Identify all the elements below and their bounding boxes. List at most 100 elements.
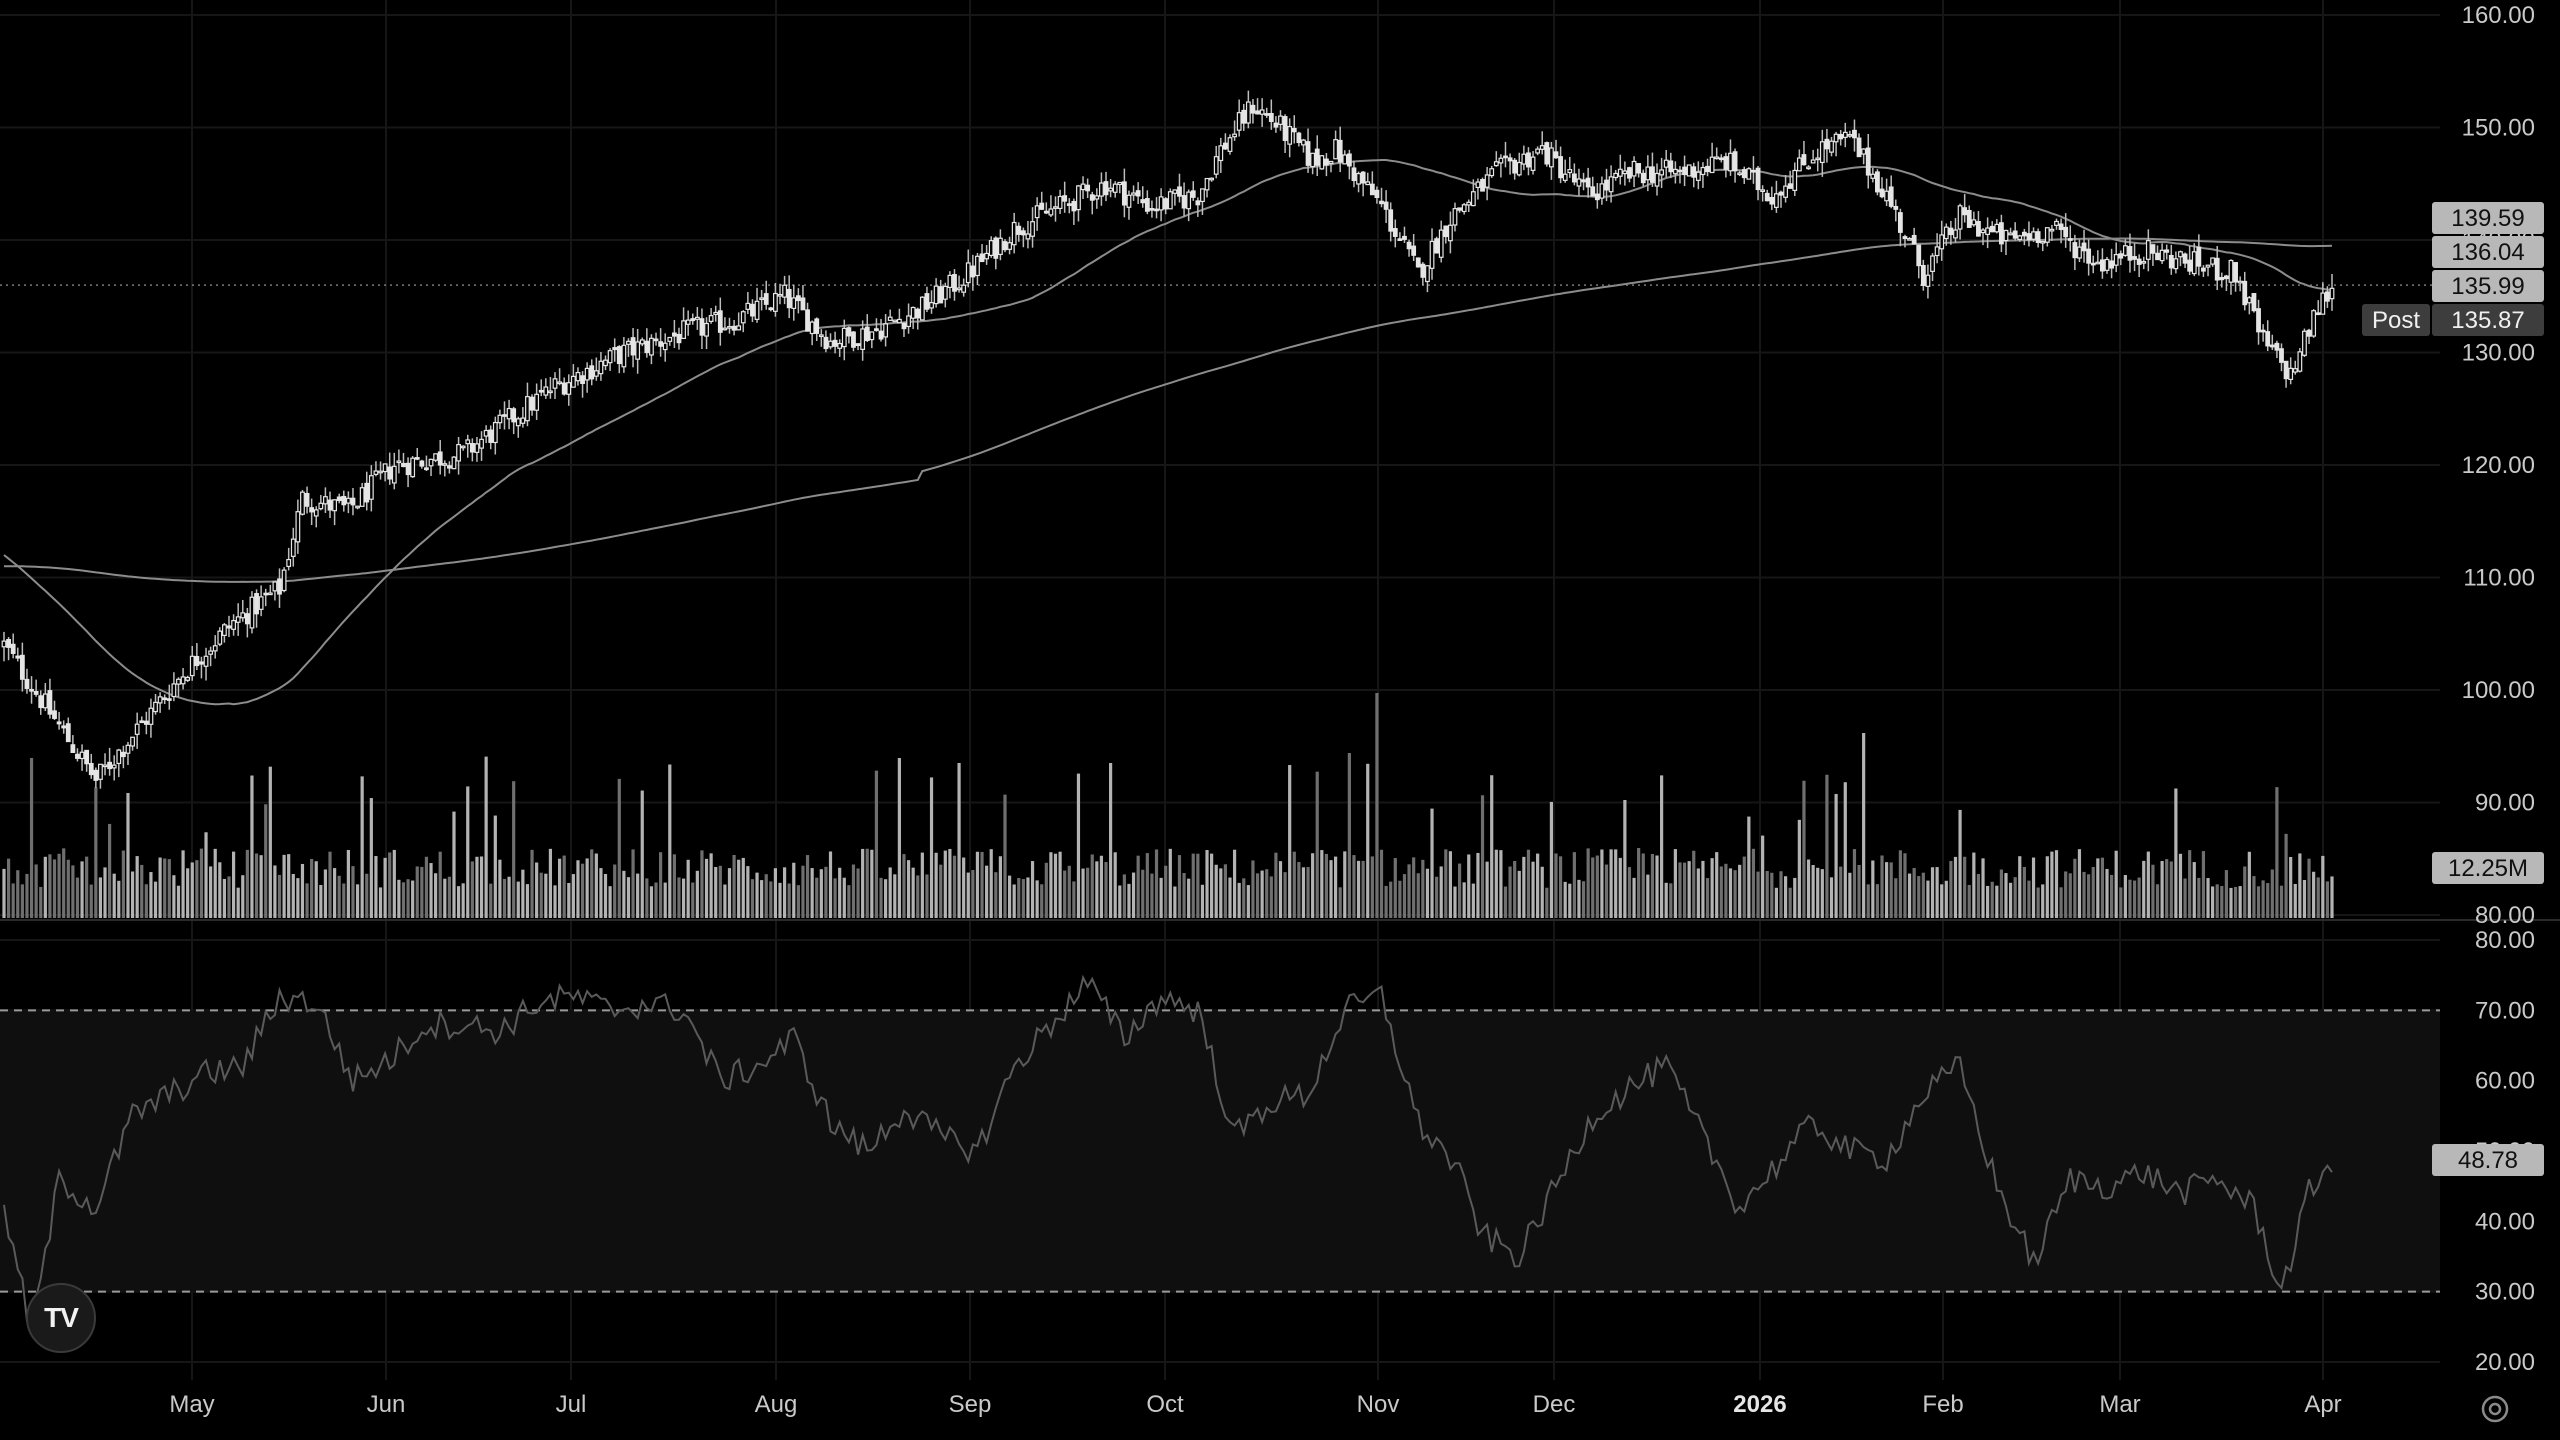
candle [1365,181,1371,186]
volume-bar [2077,849,2082,918]
volume-bar [507,876,511,918]
candle [1989,225,1995,233]
candle [19,654,25,680]
candle [1369,183,1375,196]
candle [405,462,411,476]
candle [1562,173,1568,181]
candle [1925,274,1931,287]
candle [1686,164,1692,177]
candle [1709,156,1715,174]
volume-bar [1021,879,1025,918]
candle [1774,193,1779,208]
volume-bar [2188,850,2192,918]
candle [139,720,145,724]
volume-bar [727,868,732,918]
volume-bar [2013,877,2017,918]
candle [1571,173,1577,183]
volume-bar [167,859,171,918]
volume-bar [787,883,791,918]
price-badge: 135.99 [2432,270,2544,302]
candle [2201,267,2206,272]
candle [2315,312,2321,316]
candle [355,505,360,509]
volume-bar [599,868,603,918]
candle [2063,226,2069,238]
volume-bar [2224,870,2228,918]
candle [887,316,893,321]
post-label-box [2362,304,2430,336]
volume-bar [617,778,621,918]
candle [892,319,898,323]
candle [1829,140,1834,153]
candle [199,661,204,665]
volume-bar [2307,858,2311,918]
candle [1916,244,1922,267]
candle [584,367,590,381]
candle [1604,179,1609,191]
candle [1815,157,1821,161]
volume-bar [1664,882,1668,918]
candle [1480,178,1485,192]
candle [828,340,833,348]
candle [1516,161,1522,176]
candle [1379,200,1384,205]
volume-bar [1545,887,1549,918]
candle [148,707,154,725]
candle [1636,163,1642,174]
volume-bar [429,863,433,918]
candle [1700,166,1706,176]
volume-bar [89,884,93,918]
candle [1668,160,1674,173]
volume-bar [2325,881,2330,918]
candle [2049,228,2055,232]
volume-bar [1866,884,1870,918]
candle [313,509,319,517]
time-label: Mar [2099,1391,2140,1418]
volume-bar [1435,876,1439,918]
volume-bar [1265,869,1269,918]
price-badge-value: 136.04 [2451,239,2524,266]
candle [185,676,191,681]
candle [107,761,113,770]
tradingview-logo-icon[interactable]: TV [26,1283,96,1353]
volume-bar [2279,885,2284,918]
candle [1847,134,1853,137]
candle [1181,195,1187,209]
rsi-tick-label: 60.00 [2475,1068,2535,1095]
candle [529,396,535,411]
volume-bar [424,856,429,918]
volume-bar [149,872,153,918]
candle [1222,142,1228,150]
volume-bar [631,849,635,918]
volume-bar [1104,862,1108,918]
volume-bar [833,878,837,918]
candle [1085,184,1091,192]
candle [1094,195,1100,200]
candle [29,688,34,692]
rsi-badge: 48.78 [2432,1144,2544,1176]
volume-bar [466,786,470,918]
volume-bar [916,875,920,918]
candle [373,470,379,475]
candle [1796,157,1802,172]
candle [1819,141,1825,164]
candle [846,327,852,337]
rsi-tick-label: 20.00 [2475,1349,2535,1376]
candle [217,630,223,645]
volume-bar [374,856,378,918]
candle [1241,109,1247,124]
volume-bar [1297,861,1301,918]
volume-bar [1384,885,1388,918]
candle [1144,198,1150,212]
volume-bar [1609,849,1613,918]
gear-icon[interactable] [2478,1392,2512,1426]
candle [277,578,282,595]
volume-bar [1301,867,1306,918]
volume-bar [2174,788,2178,918]
volume-bar [264,804,268,918]
volume-bar [1407,864,1411,918]
volume-bar [1517,870,1521,918]
candle [607,350,613,364]
